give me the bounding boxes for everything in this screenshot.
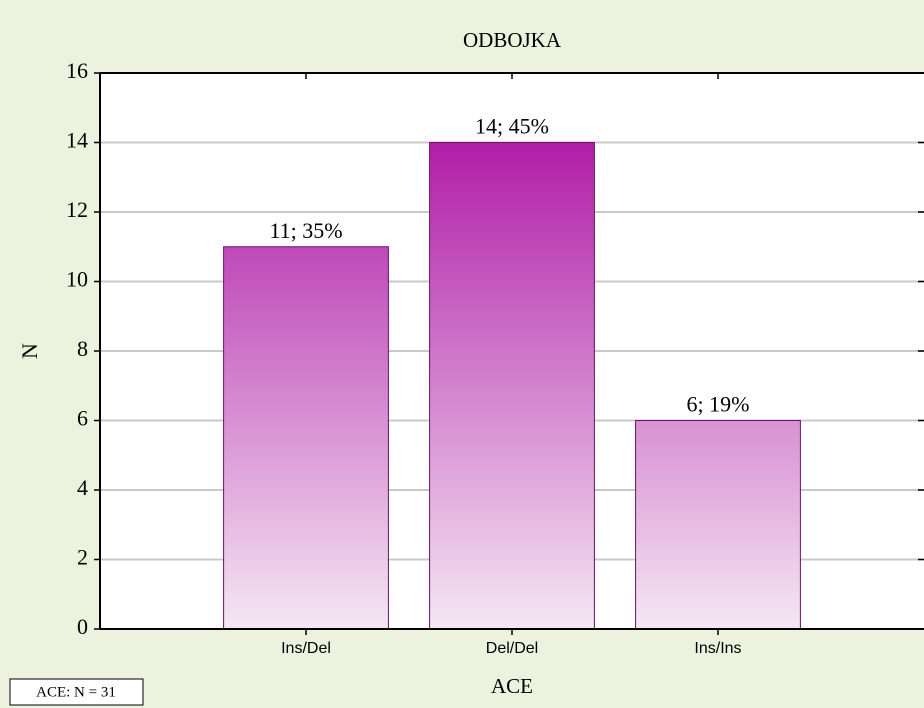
data-label: 11; 35% xyxy=(269,218,342,243)
x-axis-label: ACE xyxy=(491,674,533,698)
y-axis-label: N xyxy=(17,343,42,359)
y-tick-label: 2 xyxy=(77,545,88,570)
x-tick-label: Del/Del xyxy=(486,640,538,657)
bar xyxy=(635,420,801,630)
y-tick-label: 8 xyxy=(77,336,88,361)
x-tick-label: Ins/Del xyxy=(281,640,331,657)
annotation: ACE: N = 31 xyxy=(36,684,116,700)
annotation-box xyxy=(9,678,144,706)
data-label: 6; 19% xyxy=(687,392,750,417)
y-tick-label: 4 xyxy=(77,475,88,500)
y-tick-label: 16 xyxy=(66,58,88,83)
y-tick-label: 14 xyxy=(66,128,88,153)
y-tick-label: 12 xyxy=(66,197,88,222)
chart-title: ODBOJKA xyxy=(463,28,562,52)
bar xyxy=(429,142,595,630)
data-label: 14; 45% xyxy=(475,114,549,139)
y-tick-label: 0 xyxy=(77,614,88,639)
x-tick-label: Ins/Ins xyxy=(694,640,741,657)
y-tick-label: 6 xyxy=(77,406,88,431)
bar xyxy=(223,246,389,630)
y-tick-label: 10 xyxy=(66,267,88,292)
